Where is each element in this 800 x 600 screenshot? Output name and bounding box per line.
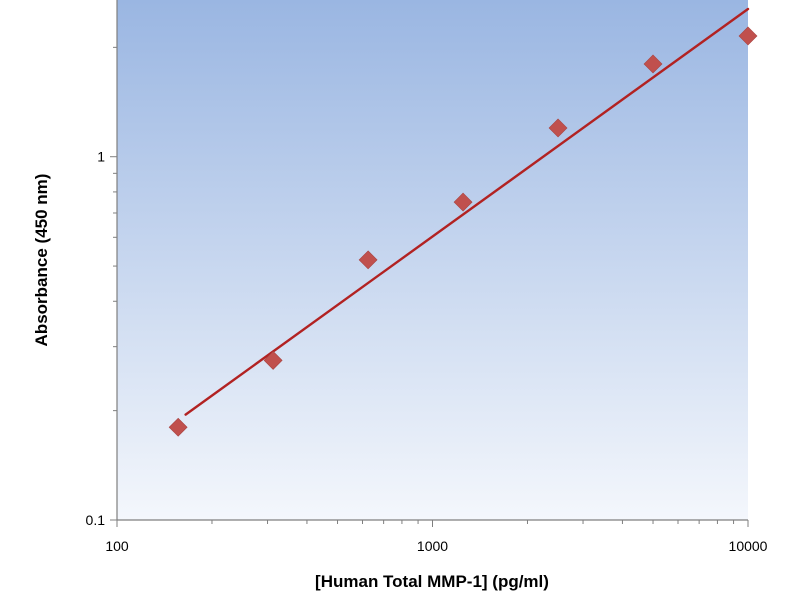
- data-point: [738, 26, 758, 46]
- plot-area: [117, 0, 748, 520]
- y-axis-title: Absorbance (450 nm): [32, 174, 51, 347]
- x-tick-label: 100: [105, 538, 129, 554]
- x-tick-label: 1000: [417, 538, 448, 554]
- data-point: [263, 350, 283, 370]
- fit-line: [184, 7, 750, 416]
- data-point: [168, 417, 188, 437]
- x-axis-title: [Human Total MMP-1] (pg/ml): [315, 572, 549, 591]
- data-points: [168, 26, 758, 437]
- y-tick-label: 1: [97, 149, 105, 165]
- data-point: [643, 54, 663, 74]
- data-point: [358, 250, 378, 270]
- fit-line-group: [184, 7, 750, 416]
- data-point: [548, 118, 568, 138]
- tick-labels: 100 1000 10000 0.1 1: [86, 149, 768, 554]
- x-tick-label: 10000: [729, 538, 768, 554]
- y-tick-label: 0.1: [86, 512, 106, 528]
- axes: [110, 0, 749, 527]
- data-point: [453, 192, 473, 212]
